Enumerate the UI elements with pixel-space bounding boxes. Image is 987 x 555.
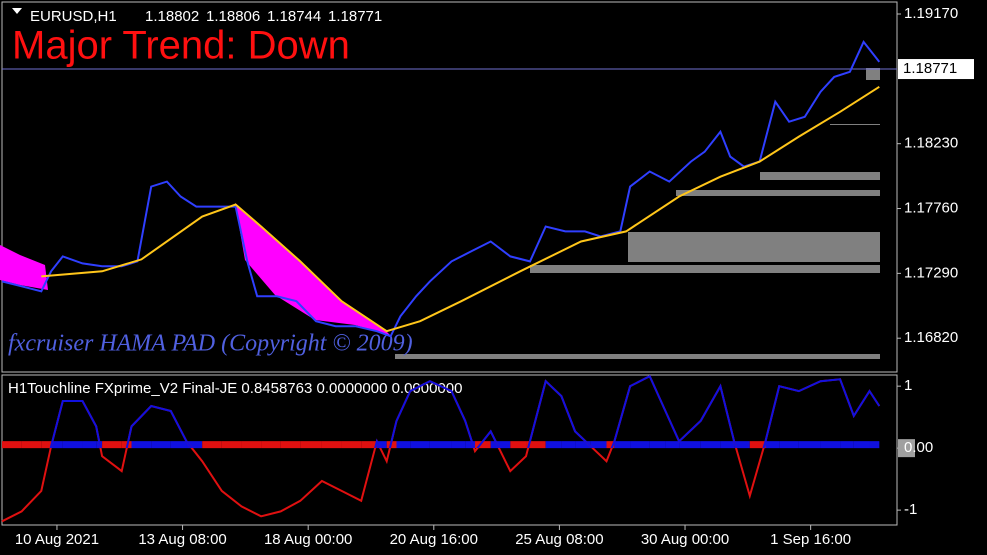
y-tick-label: -1	[904, 501, 917, 518]
signal-bar	[170, 441, 187, 449]
signal-bar	[102, 441, 122, 449]
signal-bar	[451, 441, 466, 449]
signal-bar	[41, 441, 52, 449]
signal-bar	[749, 441, 766, 449]
signal-bar	[376, 441, 387, 449]
zero-label-bg	[898, 439, 915, 458]
signal-bar	[131, 441, 152, 449]
signal-bar	[614, 441, 631, 449]
zone	[760, 172, 880, 180]
signal-bar	[840, 441, 854, 449]
signal-bar	[341, 441, 362, 449]
x-tick-label: 1 Sep 16:00	[770, 531, 851, 548]
y-tick-label: 0.00	[904, 439, 933, 456]
signal-bar	[510, 441, 527, 449]
signal-bar	[679, 441, 701, 449]
signal-bar	[21, 441, 42, 449]
signal-bar	[665, 441, 680, 449]
signal-bar	[221, 441, 242, 449]
indicator-title: H1Touchline FXprime_V2 Final-JE 0.845876…	[8, 380, 462, 397]
signal-bar	[853, 441, 870, 449]
zone	[866, 68, 880, 80]
signal-bar	[151, 441, 171, 449]
series-line	[41, 85, 880, 333]
watermark: fxcruiser HAMA PAD (Copyright © 2009)	[8, 331, 413, 357]
signal-bar	[630, 441, 650, 449]
trend-fill	[0, 245, 48, 290]
signal-bar	[62, 441, 83, 449]
x-tick-label: 18 Aug 00:00	[264, 531, 352, 548]
x-tick-label: 13 Aug 08:00	[138, 531, 226, 548]
signal-bar	[2, 441, 22, 449]
signal-bar	[545, 441, 562, 449]
signal-bar	[526, 441, 546, 449]
y-tick-label: 1.18230	[904, 135, 958, 152]
ohlc: 1.18806	[206, 8, 260, 25]
y-tick-label: 1.16820	[904, 329, 958, 346]
symbol: EURUSD,H1	[30, 8, 117, 25]
oscillator-line-positive	[49, 375, 881, 448]
zone	[395, 354, 880, 359]
signal-bar	[798, 441, 821, 449]
ohlc: 1.18744	[267, 8, 321, 25]
signal-bar	[429, 441, 452, 449]
indicator-panel	[1, 374, 898, 526]
signal-bar	[51, 441, 63, 449]
signal-bar	[202, 441, 222, 449]
signal-bar	[490, 441, 511, 449]
signal-bar	[261, 441, 281, 449]
ohlc: 1.18802	[145, 8, 199, 25]
signal-bar	[561, 441, 576, 449]
y-tick-label: 1	[904, 377, 912, 394]
signal-bar	[820, 441, 841, 449]
price-label: 1.18771	[903, 60, 957, 77]
x-tick-label: 30 Aug 00:00	[641, 531, 729, 548]
signal-bar	[869, 441, 880, 449]
signal-bar	[765, 441, 780, 449]
signal-bar	[606, 441, 615, 449]
signal-bar	[720, 441, 735, 449]
signal-bar	[649, 441, 666, 449]
zone	[676, 190, 880, 196]
x-tick-label: 25 Aug 08:00	[515, 531, 603, 548]
price-label-bg	[898, 59, 974, 80]
signal-bar	[280, 441, 301, 449]
signal-bar	[396, 441, 411, 449]
zone	[830, 124, 880, 125]
signal-bar	[410, 441, 430, 449]
y-tick-label: 1.17290	[904, 264, 958, 281]
signal-bar	[300, 441, 322, 449]
y-tick-label: 1.19170	[904, 5, 958, 22]
signal-bar	[361, 441, 377, 449]
signal-bar	[186, 441, 203, 449]
signal-bar	[475, 441, 491, 449]
trend-annotation: Major Trend: Down	[12, 24, 350, 68]
signal-bar	[590, 441, 607, 449]
signal-bar	[575, 441, 591, 449]
signal-bar	[700, 441, 721, 449]
menu-arrow[interactable]	[12, 8, 22, 14]
signal-bar	[241, 441, 262, 449]
signal-bar	[321, 441, 342, 449]
trend-fill	[235, 203, 390, 335]
x-tick-label: 10 Aug 2021	[15, 531, 99, 548]
zone	[628, 232, 880, 262]
y-tick-label: 1.17760	[904, 199, 958, 216]
zone	[530, 265, 880, 273]
signal-bar	[734, 441, 750, 449]
signal-bar	[779, 441, 799, 449]
zones	[395, 68, 880, 359]
signal-bar	[82, 441, 97, 449]
x-tick-label: 20 Aug 16:00	[390, 531, 478, 548]
signal-bar	[465, 441, 476, 449]
ohlc: 1.18771	[328, 8, 382, 25]
